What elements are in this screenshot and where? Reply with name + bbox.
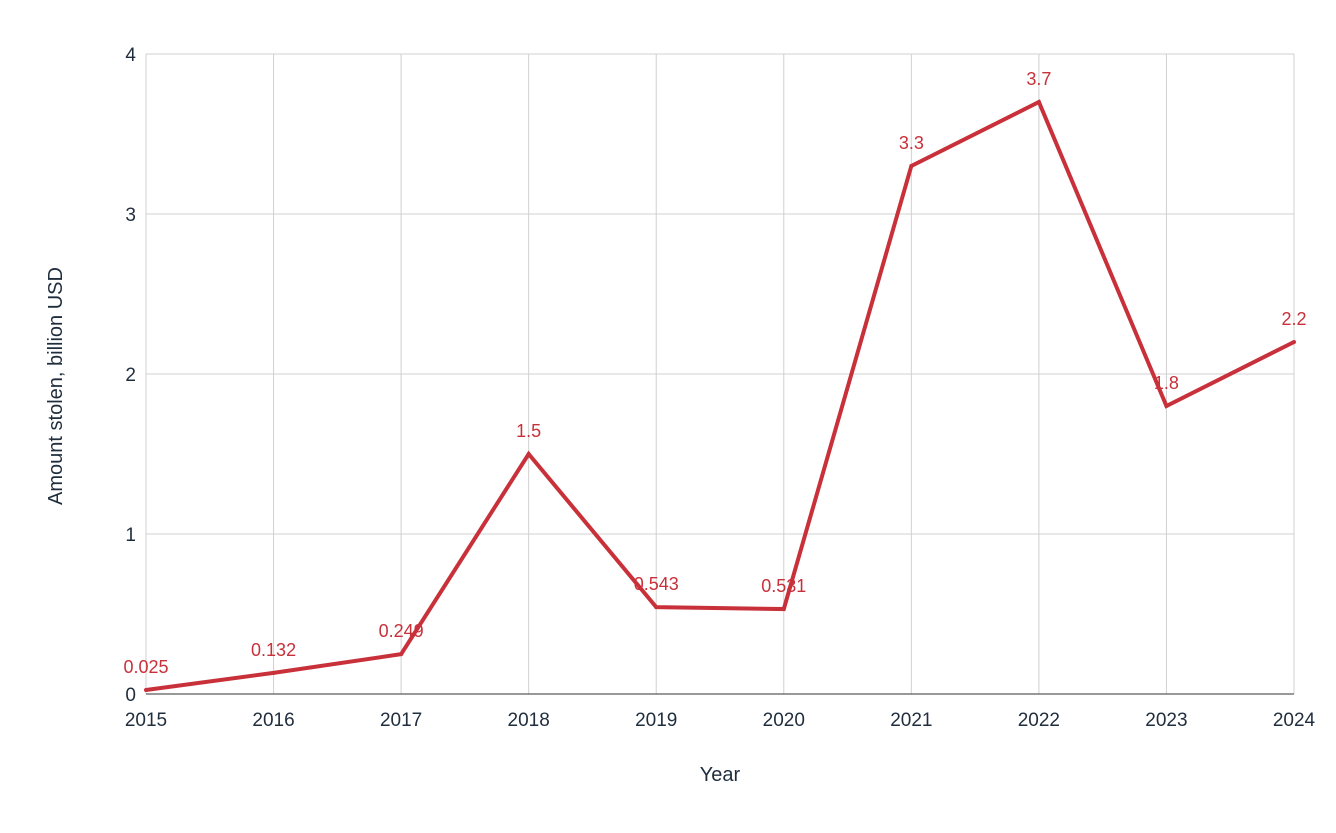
- data-label: 0.249: [379, 621, 424, 641]
- x-tick-label: 2024: [1273, 710, 1316, 731]
- series: [144, 99, 1296, 692]
- x-tick-label: 2021: [890, 710, 932, 731]
- axes: 0 1 2 3 4 2015 2016 2017 2018 2019 2020 2021 2022 202…: [125, 45, 1316, 731]
- y-tick-label: 1: [125, 525, 136, 546]
- data-point: [144, 688, 148, 692]
- y-tick-label: 4: [125, 45, 136, 66]
- y-tick-label: 0: [125, 685, 136, 706]
- x-tick-label: 2019: [635, 710, 677, 731]
- x-tick-label: 2023: [1145, 710, 1187, 731]
- x-axis-title: Year: [700, 764, 741, 786]
- x-tick-label: 2018: [508, 710, 550, 731]
- data-label: 0.132: [251, 640, 296, 660]
- x-tick-label: 2015: [125, 710, 167, 731]
- data-label: 0.531: [761, 576, 806, 596]
- data-labels: 0.025 0.132 0.249 1.5 0.543 0.531 3.3 3.7 1.8 2.2: [123, 69, 1306, 677]
- y-axis-title: Amount stolen, billion USD: [45, 267, 67, 505]
- data-label: 1.8: [1154, 373, 1179, 393]
- data-point: [526, 452, 531, 456]
- data-point: [1036, 100, 1041, 104]
- x-tick-label: 2022: [1018, 710, 1060, 731]
- data-point: [781, 607, 786, 612]
- data-point: [271, 670, 276, 675]
- x-tick-label: 2017: [380, 710, 422, 731]
- data-label: 3.3: [899, 133, 924, 153]
- data-label: 0.025: [123, 657, 168, 677]
- series-line: [145, 99, 1295, 692]
- data-label: 3.7: [1026, 69, 1051, 89]
- x-tick-label: 2016: [252, 710, 294, 731]
- data-point: [909, 164, 914, 168]
- data-label: 1.5: [516, 421, 541, 441]
- data-label: 0.543: [634, 574, 679, 594]
- grid: [145, 53, 1295, 694]
- data-point: [1164, 404, 1169, 408]
- x-tick-label: 2020: [763, 710, 805, 731]
- data-label: 2.2: [1281, 309, 1306, 329]
- y-tick-label: 2: [125, 365, 136, 386]
- data-point: [1292, 340, 1296, 344]
- y-tick-label: 3: [125, 205, 136, 226]
- data-point: [654, 605, 659, 610]
- data-point: [399, 652, 404, 657]
